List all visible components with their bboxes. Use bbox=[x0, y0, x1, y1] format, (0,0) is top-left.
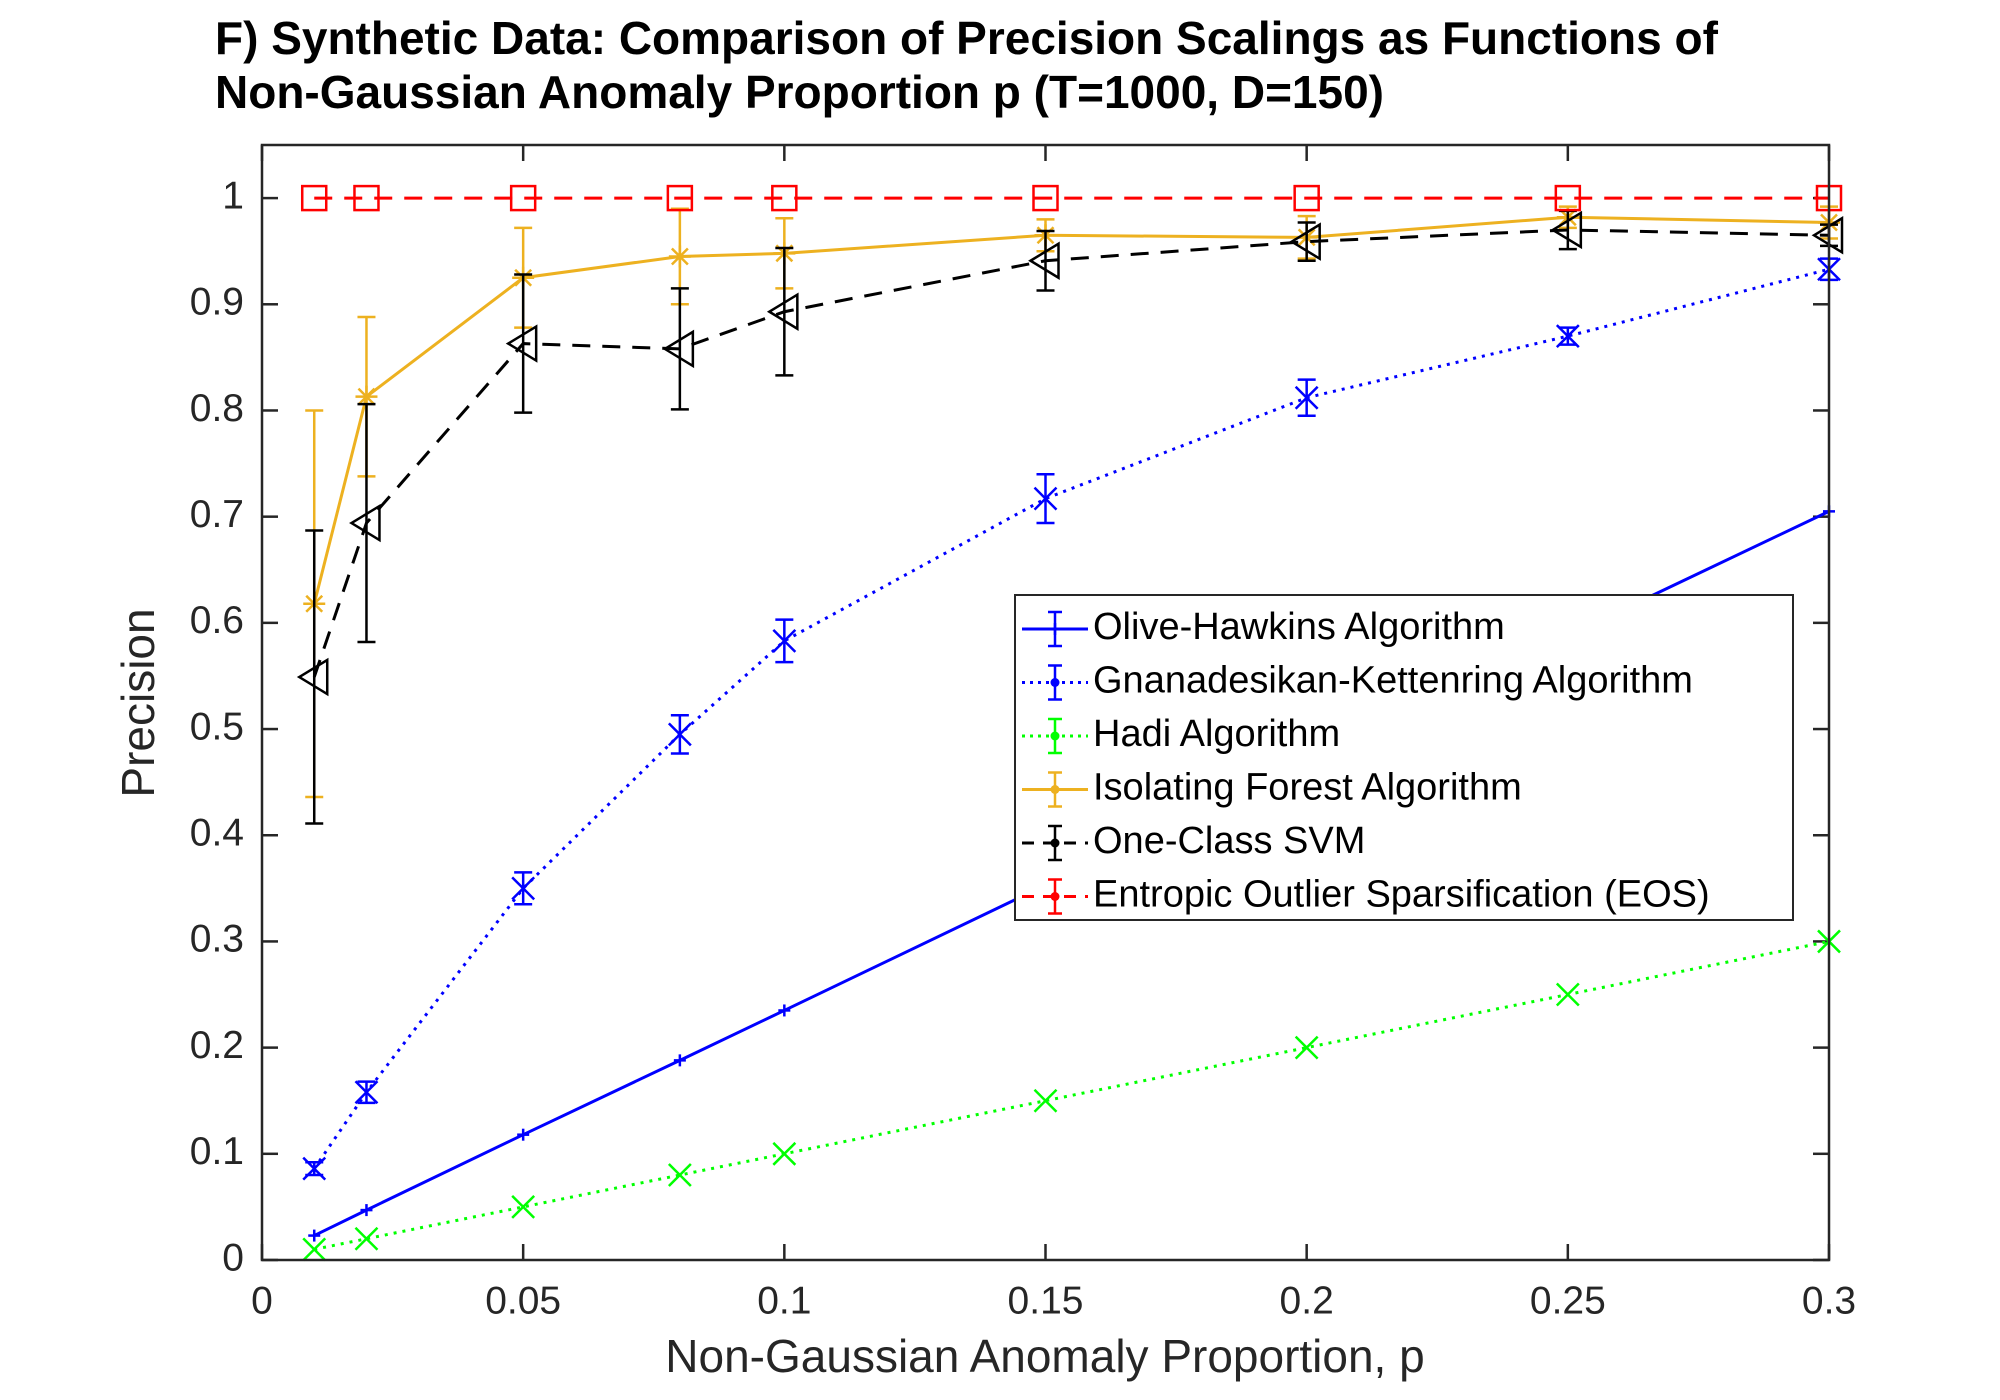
error-bar bbox=[357, 402, 376, 644]
data-point bbox=[517, 1128, 530, 1141]
error-bar bbox=[1297, 221, 1316, 262]
data-point bbox=[1550, 210, 1583, 250]
x-tick-label: 0.05 bbox=[485, 1279, 561, 1322]
x-tick-label: 0 bbox=[251, 1279, 273, 1322]
error-bar bbox=[670, 287, 689, 411]
legend-item-gnanadesikan-kettenring-algorithm: Gnanadesikan-Kettenring Algorithm bbox=[1022, 660, 1693, 702]
error-bar bbox=[775, 246, 794, 377]
data-point bbox=[673, 1054, 686, 1067]
data-point bbox=[349, 503, 381, 543]
tick-labels: 0 0.05 0.1 0.15 0.2 0.25 0.3 0 0.1 0.2 0.3 0.4 0.5 0.… bbox=[190, 174, 1856, 1322]
data-point bbox=[1554, 184, 1582, 212]
x-tick-label: 0.2 bbox=[1280, 1279, 1334, 1322]
y-tick-label: 0.5 bbox=[190, 705, 244, 748]
data-point bbox=[354, 1226, 379, 1251]
legend-marker bbox=[1050, 838, 1060, 848]
legend-label: Olive-Hawkins Algorithm bbox=[1093, 606, 1505, 648]
x-tick-label: 0.3 bbox=[1802, 1279, 1856, 1322]
plot-frame bbox=[260, 143, 1831, 1262]
legend-label: One-Class SVM bbox=[1093, 820, 1365, 862]
y-tick-label: 0.3 bbox=[190, 918, 244, 961]
data-point bbox=[511, 1195, 536, 1219]
data-point bbox=[1293, 184, 1320, 212]
legend-item-isolating-forest-algorithm: Isolating Forest Algorithm bbox=[1022, 767, 1522, 809]
legend-label: Isolating Forest Algorithm bbox=[1093, 767, 1522, 809]
y-tick-label: 0.7 bbox=[190, 493, 244, 536]
legend: Olive-Hawkins Algorithm Gnanadesikan-Kett… bbox=[1014, 594, 1794, 921]
y-tick-label: 0.1 bbox=[190, 1130, 244, 1173]
x-tick-label: 0.1 bbox=[757, 1279, 811, 1322]
data-point bbox=[308, 1229, 321, 1242]
data-point bbox=[509, 184, 537, 212]
data-point bbox=[1032, 184, 1059, 212]
legend-item-entropic-outlier-sparsification-eos: Entropic Outlier Sparsification (EOS) bbox=[1022, 874, 1710, 916]
data-point bbox=[1294, 385, 1319, 410]
legend-marker bbox=[1050, 785, 1060, 794]
legend-box bbox=[1014, 594, 1794, 921]
data-point bbox=[302, 1156, 327, 1181]
data-point bbox=[1294, 1035, 1319, 1060]
series-isolating-forest-algorithm bbox=[303, 205, 1840, 799]
data-point bbox=[668, 245, 691, 268]
data-point bbox=[1033, 1088, 1058, 1113]
data-point bbox=[666, 184, 694, 212]
legend-label: Entropic Outlier Sparsification (EOS) bbox=[1093, 874, 1710, 916]
data-point bbox=[360, 1204, 373, 1217]
y-tick-label: 0.6 bbox=[190, 599, 244, 642]
data-point bbox=[302, 1237, 327, 1262]
y-tick-label: 0.2 bbox=[190, 1024, 244, 1067]
data-point bbox=[1028, 241, 1060, 280]
y-tick-label: 0 bbox=[222, 1236, 244, 1279]
data-point bbox=[667, 722, 692, 747]
legend-marker bbox=[1050, 892, 1060, 901]
legend-marker bbox=[1049, 623, 1061, 635]
x-tick-label: 0.25 bbox=[1530, 1279, 1606, 1322]
y-tick-label: 1 bbox=[222, 174, 244, 217]
legend-label: Hadi Algorithm bbox=[1093, 713, 1340, 755]
data-point bbox=[354, 1080, 379, 1105]
data-point bbox=[778, 1004, 791, 1017]
x-axis-label: Non-Gaussian Anomaly Proportion, p bbox=[665, 1330, 1424, 1382]
data-point bbox=[1555, 324, 1580, 349]
data-point bbox=[505, 324, 538, 363]
error-bar bbox=[1036, 229, 1055, 292]
y-tick-label: 0.8 bbox=[190, 387, 244, 430]
axis-ticks bbox=[260, 145, 1831, 1262]
data-point bbox=[771, 184, 798, 212]
data-point bbox=[300, 184, 328, 212]
error-bar bbox=[514, 273, 533, 414]
data-point bbox=[772, 629, 797, 653]
y-tick-label: 0.4 bbox=[190, 812, 244, 855]
data-point bbox=[1289, 222, 1321, 261]
legend-marker bbox=[1050, 731, 1060, 741]
legend-entries: Olive-Hawkins Algorithm Gnanadesikan-Kett… bbox=[1022, 606, 1710, 916]
x-tick-label: 0.15 bbox=[1008, 1279, 1084, 1322]
data-point bbox=[766, 292, 799, 331]
data-point bbox=[296, 657, 329, 697]
chart-title-line-2: Non-Gaussian Anomaly Proportion p (T=100… bbox=[215, 66, 1384, 118]
legend-label: Gnanadesikan-Kettenring Algorithm bbox=[1093, 660, 1693, 702]
data-point bbox=[667, 1163, 692, 1187]
data-point bbox=[1033, 486, 1058, 511]
data-point bbox=[1555, 982, 1580, 1007]
legend-item-one-class-svm: One-Class SVM bbox=[1022, 820, 1365, 862]
y-tick-label: 0.9 bbox=[190, 281, 244, 324]
data-point bbox=[662, 329, 695, 369]
legend-marker bbox=[1050, 678, 1060, 687]
y-axis-label: Precision bbox=[112, 608, 164, 797]
error-bar bbox=[305, 529, 324, 825]
chart-title-line-1: F) Synthetic Data: Comparison of Precisi… bbox=[215, 12, 1719, 64]
data-point bbox=[353, 184, 380, 212]
legend-item-hadi-algorithm: Hadi Algorithm bbox=[1022, 713, 1340, 755]
legend-item-olive-hawkins-algorithm: Olive-Hawkins Algorithm bbox=[1022, 606, 1505, 648]
data-point bbox=[511, 876, 536, 901]
data-point bbox=[772, 1141, 797, 1166]
